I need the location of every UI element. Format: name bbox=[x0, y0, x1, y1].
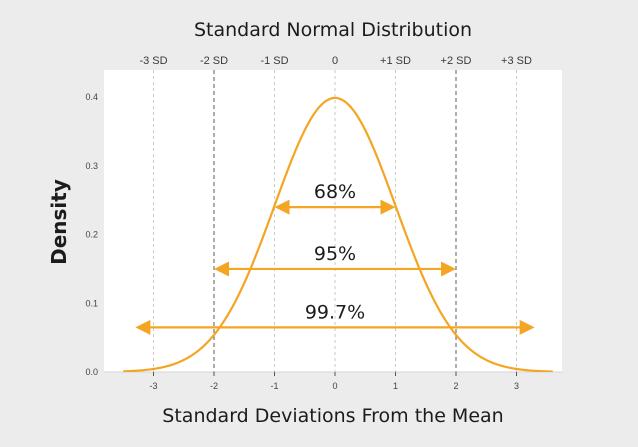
sd-label: +3 SD bbox=[501, 55, 532, 67]
sd-labels: -3 SD -2 SD -1 SD 0 +1 SD +2 SD +3 SD bbox=[139, 55, 532, 67]
x-axis-ticks: -3 -2 -1 0 1 2 3 bbox=[104, 371, 562, 391]
sd-label: 0 bbox=[332, 55, 338, 67]
range-label: 99.7% bbox=[305, 301, 365, 323]
y-tick-label: 0.0 bbox=[85, 367, 98, 377]
x-tick-label: 2 bbox=[453, 381, 458, 391]
y-tick-label: 0.1 bbox=[85, 298, 98, 308]
y-tick-label: 0.2 bbox=[85, 230, 98, 240]
x-tick-label: 3 bbox=[514, 381, 519, 391]
sd-reference-lines bbox=[153, 70, 517, 372]
x-tick-label: -2 bbox=[210, 381, 218, 391]
range-arrow-head-left bbox=[274, 199, 290, 215]
y-tick-labels: 0.0 0.1 0.2 0.3 0.4 bbox=[85, 92, 98, 377]
sd-label: +1 SD bbox=[380, 55, 411, 67]
sd-label: -3 SD bbox=[139, 55, 167, 67]
range-arrow-head-left bbox=[135, 319, 151, 335]
plot-area bbox=[104, 70, 562, 372]
x-axis-label: Standard Deviations From the Mean bbox=[162, 405, 503, 427]
x-tick-label: 1 bbox=[393, 381, 398, 391]
sd-label: +2 SD bbox=[441, 55, 472, 67]
x-tick-label: -1 bbox=[270, 381, 278, 391]
x-tick-label: 0 bbox=[332, 381, 337, 391]
chart-title: Standard Normal Distribution bbox=[194, 19, 472, 41]
range-arrow-head-right bbox=[519, 319, 535, 335]
range-arrow-head-left bbox=[214, 261, 229, 277]
range-arrow-head-right bbox=[441, 261, 456, 277]
normal-curve bbox=[123, 96, 553, 372]
y-tick-label: 0.3 bbox=[85, 161, 98, 171]
x-tick-label: -3 bbox=[149, 381, 157, 391]
coverage-ranges: 68% 95% 99.7% bbox=[135, 181, 535, 335]
sd-label: -1 SD bbox=[260, 55, 288, 67]
sd-label: -2 SD bbox=[200, 55, 228, 67]
range-arrow-head-right bbox=[380, 199, 396, 215]
range-label: 95% bbox=[314, 243, 356, 265]
y-tick-label: 0.4 bbox=[85, 92, 98, 102]
y-axis-label: Density bbox=[47, 179, 71, 265]
range-label: 68% bbox=[314, 181, 356, 203]
